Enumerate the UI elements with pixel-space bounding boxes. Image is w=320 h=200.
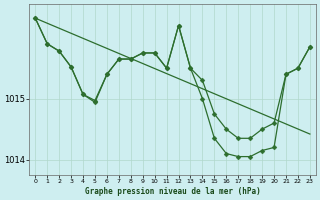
X-axis label: Graphe pression niveau de la mer (hPa): Graphe pression niveau de la mer (hPa) <box>85 187 260 196</box>
